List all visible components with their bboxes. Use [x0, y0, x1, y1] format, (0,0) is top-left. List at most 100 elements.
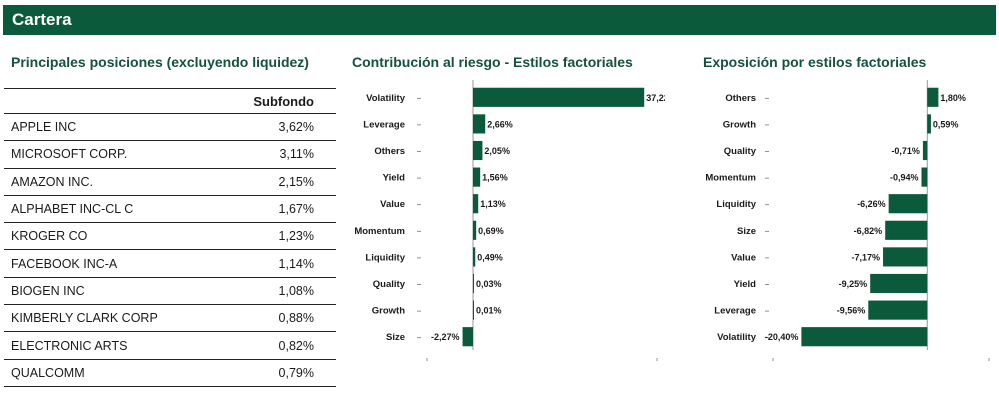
position-weight: 1,08% [219, 277, 336, 306]
chart-bar [888, 194, 928, 214]
chart-bar [473, 273, 474, 294]
table-row: APPLE INC 3,62% [4, 113, 336, 142]
data-label: 2,05% [484, 146, 510, 156]
category-label: Growth [723, 119, 756, 130]
chart-bar [473, 247, 476, 267]
position-name: ALPHABET INC-CL C [4, 195, 220, 224]
table-row: QUALCOMM 0,79% [4, 359, 336, 387]
table-row: ELECTRONIC ARTS 0,82% [4, 331, 336, 360]
risk-chart: Volatility 37,22% Leverage 2,66% Others 2,05%… [354, 80, 665, 361]
position-name: FACEBOOK INC-A [4, 249, 220, 278]
data-label: -7,17% [852, 252, 881, 262]
category-label: Leverage [363, 119, 405, 130]
category-label: Volatility [717, 332, 757, 343]
chart-bar [885, 220, 928, 240]
category-label: Leverage [714, 306, 756, 317]
position-weight: 0,88% [219, 304, 336, 333]
data-label: 0,49% [477, 252, 503, 262]
data-label: -0,94% [890, 173, 919, 183]
data-label: 2,66% [487, 119, 513, 129]
positions-body: APPLE INC 3,62% MICROSOFT CORP. 3,11% AMAZON… [4, 113, 336, 387]
category-label: Quality [373, 279, 406, 290]
position-weight: 3,11% [219, 140, 336, 169]
chart-bar [473, 300, 474, 320]
chart-bar [883, 247, 928, 267]
position-weight: 0,82% [219, 331, 336, 360]
position-name: AMAZON INC. [4, 168, 220, 196]
position-weight: 3,62% [219, 113, 336, 142]
data-label: 37,22% [646, 93, 665, 103]
table-row: BIOGEN INC 1,08% [4, 277, 336, 306]
category-label: Value [731, 252, 756, 263]
category-label: Size [737, 226, 756, 237]
data-label: 1,13% [480, 199, 506, 209]
exposure-chart: Others 1,80% Growth 0,59% Quality -0,71% Momen… [705, 80, 990, 361]
chart-bar [868, 300, 928, 320]
data-label: -9,25% [839, 279, 868, 289]
position-name: QUALCOMM [4, 359, 220, 387]
category-label: Yield [734, 279, 757, 290]
chart-bar [473, 140, 483, 161]
category-label: Momentum [705, 173, 756, 184]
chart-bar [927, 87, 939, 107]
risk-chart-title: Contribución al riesgo - Estilos factori… [352, 54, 633, 70]
category-label: Growth [372, 306, 405, 317]
chart-bar [801, 327, 928, 347]
positions-title: Principales posiciones (excluyendo liqui… [11, 54, 309, 70]
category-label: Liquidity [716, 199, 756, 210]
position-name: BIOGEN INC [4, 277, 220, 306]
position-name: KROGER CO [4, 222, 220, 251]
position-name: MICROSOFT CORP. [4, 140, 220, 169]
category-label: Momentum [354, 226, 405, 237]
chart-bar [473, 220, 477, 240]
positions-header-row: Subfondo [4, 88, 336, 114]
category-label: Yield [383, 173, 406, 184]
chart-bar [921, 167, 928, 187]
data-label: 0,03% [476, 279, 502, 289]
section-title-cartera: Cartera [12, 10, 72, 29]
chart-bar [473, 87, 645, 107]
chart-bar [473, 114, 486, 134]
data-label: -20,40% [765, 332, 799, 342]
data-label: 0,01% [476, 306, 502, 316]
position-weight: 1,67% [219, 195, 336, 224]
chart-bar [927, 114, 931, 134]
position-weight: 0,79% [219, 359, 336, 387]
table-row: FACEBOOK INC-A 1,14% [4, 249, 336, 278]
category-label: Liquidity [365, 252, 405, 263]
table-row: KIMBERLY CLARK CORP 0,88% [4, 304, 336, 333]
category-label: Quality [724, 146, 757, 157]
column-header-subfondo: Subfondo [219, 88, 336, 114]
position-weight: 1,14% [219, 249, 336, 278]
data-label: -2,27% [431, 332, 460, 342]
data-label: 1,56% [482, 173, 508, 183]
position-name: ELECTRONIC ARTS [4, 331, 220, 360]
positions-table: Subfondo APPLE INC 3,62% MICROSOFT CORP. 3,… [4, 88, 336, 387]
section-header: Cartera [3, 5, 996, 35]
chart-bar [473, 167, 481, 187]
chart-bar [462, 327, 473, 347]
table-row: ALPHABET INC-CL C 1,67% [4, 195, 336, 224]
data-label: 0,69% [478, 226, 504, 236]
category-label: Others [725, 93, 756, 104]
chart-bar [870, 273, 928, 294]
category-label: Volatility [366, 93, 406, 104]
data-label: -0,71% [891, 146, 920, 156]
column-header-name [4, 88, 220, 114]
data-label: -6,26% [857, 199, 886, 209]
exposure-chart-title: Exposición por estilos factoriales [703, 54, 927, 70]
position-name: APPLE INC [4, 113, 220, 142]
data-label: 1,80% [940, 93, 966, 103]
data-label: 0,59% [933, 119, 959, 129]
position-name: KIMBERLY CLARK CORP [4, 304, 220, 333]
chart-bar [473, 194, 479, 214]
position-weight: 2,15% [219, 168, 336, 196]
category-label: Size [386, 332, 405, 343]
category-label: Value [380, 199, 405, 210]
category-label: Others [374, 146, 405, 157]
data-label: -6,82% [854, 226, 883, 236]
table-row: KROGER CO 1,23% [4, 222, 336, 251]
table-row: MICROSOFT CORP. 3,11% [4, 140, 336, 169]
chart-bar [922, 140, 928, 161]
table-row: AMAZON INC. 2,15% [4, 168, 336, 196]
